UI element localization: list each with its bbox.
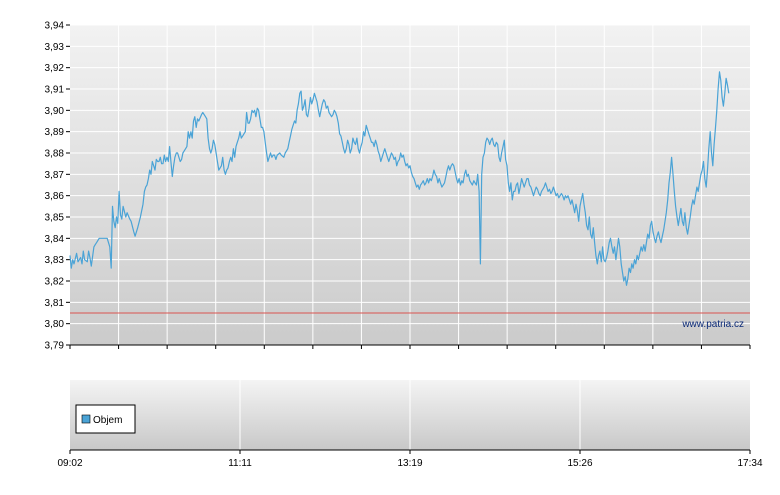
- y-tick-label: 3,82: [45, 277, 65, 288]
- y-tick-label: 3,83: [45, 255, 65, 266]
- x-tick-label: 17:34: [737, 458, 762, 469]
- y-tick-label: 3,92: [45, 63, 65, 74]
- x-tick-label: 11:11: [228, 458, 252, 469]
- volume-legend: Objem: [75, 404, 136, 434]
- y-tick-label: 3,88: [45, 149, 65, 160]
- y-tick-label: 3,85: [45, 213, 65, 224]
- y-axis: 3,94 3,93 3,92 3,91 3,90 3,89 3,88 3,87 3,86 3,85…: [45, 21, 70, 352]
- y-tick-label: 3,87: [45, 170, 65, 181]
- x-axis: 09:02 11:11 13:19 15:26 17:34: [57, 450, 763, 469]
- legend-swatch: [81, 414, 91, 424]
- watermark: www.patria.cz: [681, 319, 744, 330]
- legend-label: Objem: [93, 415, 122, 426]
- y-tick-label: 3,84: [45, 234, 65, 245]
- y-tick-label: 3,93: [45, 42, 65, 53]
- y-tick-label: 3,90: [45, 106, 65, 117]
- y-tick-label: 3,91: [45, 85, 65, 96]
- price-x-axis-ticks: [69, 345, 751, 349]
- x-tick-label: 09:02: [57, 458, 82, 469]
- y-tick-label: 3,81: [45, 298, 65, 309]
- y-tick-label: 3,80: [45, 319, 65, 330]
- y-tick-label: 3,86: [45, 191, 65, 202]
- y-tick-label: 3,79: [45, 341, 65, 352]
- x-tick-label: 13:19: [397, 458, 422, 469]
- y-tick-label: 3,94: [45, 21, 65, 32]
- y-tick-label: 3,89: [45, 127, 65, 138]
- volume-grid: [239, 380, 581, 450]
- price-grid: [70, 24, 750, 346]
- x-tick-label: 15:26: [567, 458, 592, 469]
- price-series-line: [69, 71, 730, 286]
